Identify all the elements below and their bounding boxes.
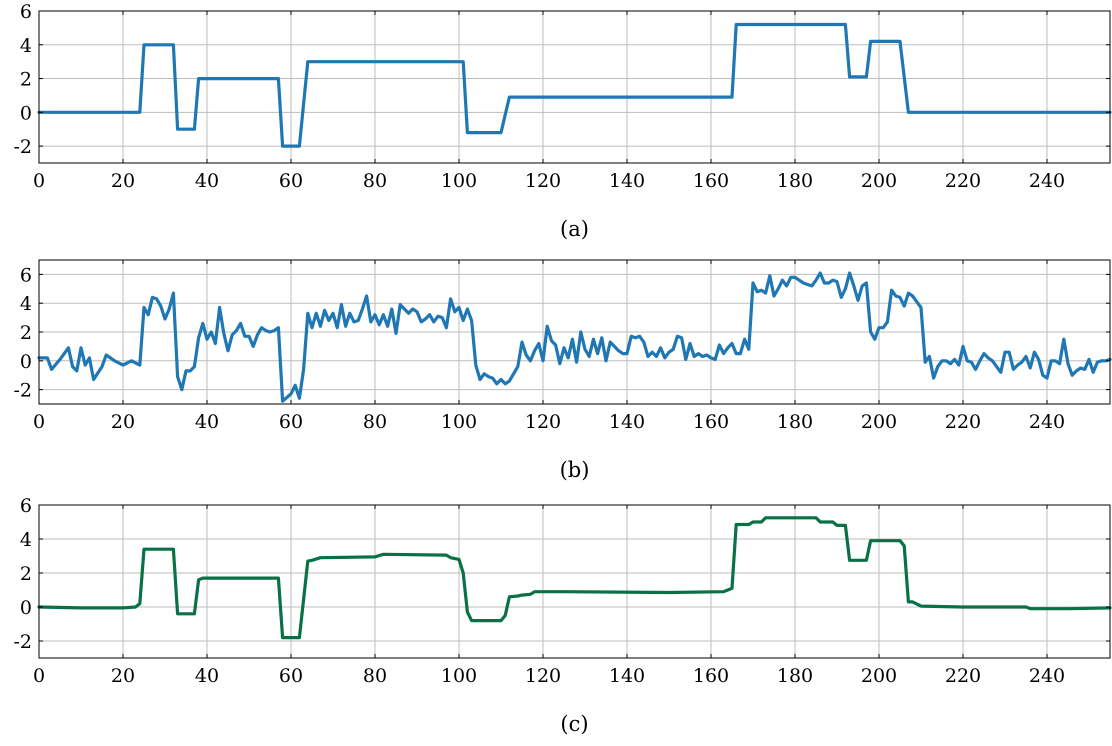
x-tick-label: 100	[441, 665, 477, 687]
x-tick-label: 60	[279, 170, 303, 192]
y-tick-label: 0	[20, 102, 32, 124]
x-tick-label: 40	[195, 411, 219, 433]
y-tick-label: -2	[13, 380, 32, 402]
y-tick-label: 4	[20, 35, 32, 57]
x-tick-label: 60	[279, 665, 303, 687]
axis-frame	[38, 504, 1111, 659]
x-tick-label: 100	[441, 411, 477, 433]
x-tick-label: 120	[525, 170, 561, 192]
chart-panel-3: 0 20 40 60 80 100 120 140 160 180 200 220 240-20246(…	[13, 495, 1112, 736]
series-line	[37, 22, 1112, 148]
y-tick-label: 6	[20, 495, 32, 517]
y-tick-label: 2	[20, 563, 32, 585]
x-tick-label: 220	[945, 665, 981, 687]
x-tick-label: 240	[1029, 411, 1065, 433]
x-tick-label: 0	[33, 411, 45, 433]
x-tick-label: 80	[363, 170, 387, 192]
panel-caption: (b)	[560, 458, 590, 482]
panel-caption: (a)	[560, 217, 589, 241]
y-tick-label: 0	[20, 597, 32, 619]
x-tick-label: 200	[861, 665, 897, 687]
x-tick-label: 140	[609, 665, 645, 687]
x-tick-label: 160	[693, 411, 729, 433]
x-tick-label: 80	[363, 411, 387, 433]
axis-frame	[38, 10, 1111, 164]
x-tick-label: 200	[861, 411, 897, 433]
y-tick-label: 4	[20, 293, 32, 315]
x-tick-label: 40	[195, 665, 219, 687]
y-tick-label: 4	[20, 529, 32, 551]
series-line	[37, 516, 1112, 640]
series-line	[37, 271, 1112, 403]
y-tick-label: 2	[20, 322, 32, 344]
x-tick-label: 160	[693, 170, 729, 192]
x-tick-label: 140	[609, 411, 645, 433]
x-tick-label: 80	[363, 665, 387, 687]
y-tick-label: -2	[13, 631, 32, 653]
y-tick-label: 0	[20, 351, 32, 373]
x-tick-label: 20	[111, 665, 135, 687]
x-tick-label: 120	[525, 411, 561, 433]
x-tick-label: 200	[861, 170, 897, 192]
x-tick-label: 240	[1029, 170, 1065, 192]
x-tick-label: 140	[609, 170, 645, 192]
panel-caption: (c)	[560, 712, 588, 736]
y-tick-label: 6	[20, 264, 32, 286]
x-tick-label: 220	[945, 411, 981, 433]
x-tick-label: 20	[111, 170, 135, 192]
x-tick-label: 0	[33, 665, 45, 687]
x-tick-label: 0	[33, 170, 45, 192]
y-tick-label: 6	[20, 1, 32, 23]
x-tick-label: 180	[777, 411, 813, 433]
x-tick-label: 220	[945, 170, 981, 192]
x-tick-label: 100	[441, 170, 477, 192]
y-tick-label: 2	[20, 69, 32, 91]
x-tick-label: 60	[279, 411, 303, 433]
x-tick-label: 180	[777, 665, 813, 687]
chart-panel-2: 0 20 40 60 80 100 120 140 160 180 200 220 240-20246(…	[13, 259, 1112, 482]
x-tick-label: 20	[111, 411, 135, 433]
x-tick-label: 180	[777, 170, 813, 192]
x-tick-label: 40	[195, 170, 219, 192]
x-tick-label: 240	[1029, 665, 1065, 687]
chart-panel-1: 0 20 40 60 80 100 120 140 160 180 200 220 240-20246(…	[13, 1, 1112, 241]
grid	[39, 11, 1110, 163]
x-tick-label: 160	[693, 665, 729, 687]
y-tick-label: -2	[13, 136, 32, 158]
x-tick-label: 120	[525, 665, 561, 687]
